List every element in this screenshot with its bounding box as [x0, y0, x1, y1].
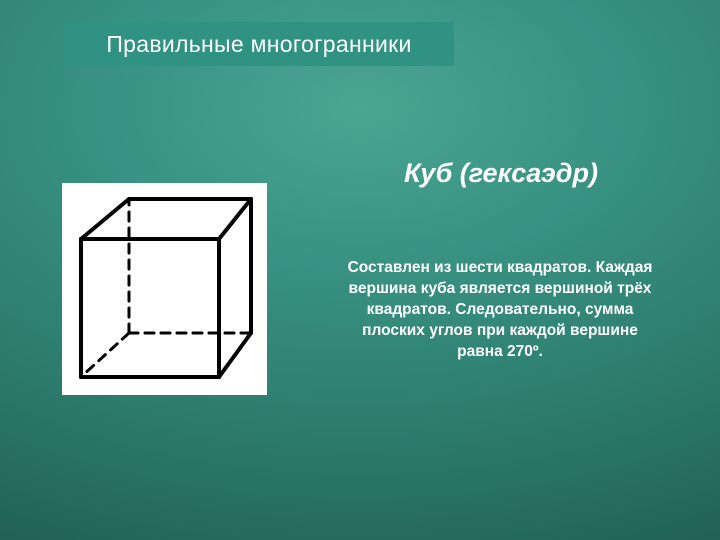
cube-illustration-box — [62, 183, 267, 395]
subtitle: Куб (гексаэдр) — [316, 158, 686, 189]
title-bar: Правильные многогранники — [64, 22, 454, 66]
cube-wireframe-icon — [65, 185, 265, 393]
page-title: Правильные многогранники — [106, 31, 411, 58]
slide: Правильные многогранники Куб (гексаэдр) … — [0, 0, 720, 540]
description-text: Составлен из шести квадратов. Каждая вер… — [340, 258, 660, 363]
